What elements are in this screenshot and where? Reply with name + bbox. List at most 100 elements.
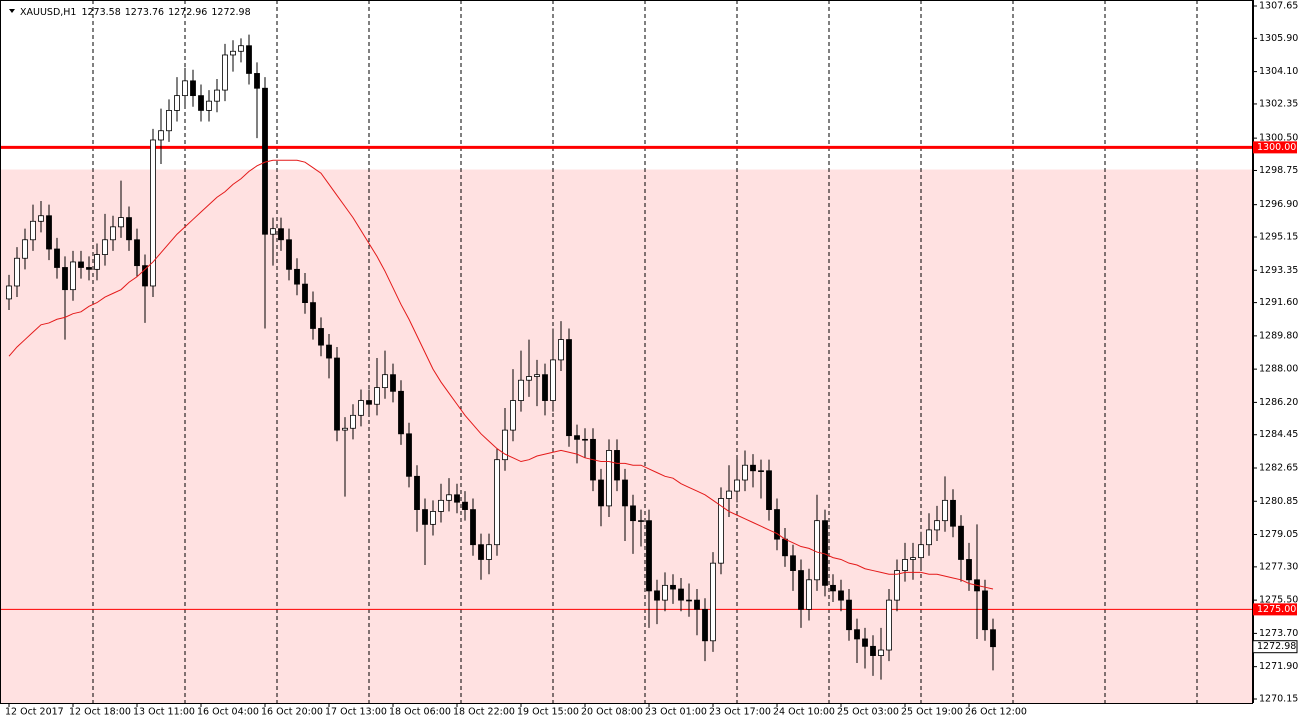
candle-body bbox=[126, 217, 132, 241]
candle-body bbox=[782, 538, 788, 557]
candle-body bbox=[670, 584, 676, 590]
candle-body bbox=[94, 254, 100, 270]
candle-body bbox=[198, 95, 204, 111]
candle-body bbox=[294, 268, 300, 285]
candle-body bbox=[358, 400, 364, 416]
candle-body bbox=[526, 376, 532, 381]
candle-body bbox=[806, 579, 812, 610]
candle-body bbox=[430, 511, 436, 525]
candle-body bbox=[342, 427, 348, 431]
candle-body bbox=[206, 100, 212, 111]
y-tick-label: 1300.50 bbox=[1259, 133, 1298, 144]
candle-body bbox=[862, 638, 868, 647]
candle-body bbox=[918, 544, 924, 559]
candle-body bbox=[678, 588, 684, 601]
candle-body bbox=[262, 87, 268, 235]
candle-body bbox=[654, 590, 660, 601]
candle-body bbox=[190, 80, 196, 97]
candle-body bbox=[238, 45, 244, 52]
candle-body bbox=[910, 557, 916, 560]
candle-body bbox=[686, 599, 692, 602]
x-tick-label: 20 Oct 08:00 bbox=[581, 707, 643, 718]
candle-body bbox=[6, 285, 12, 300]
separator-layer bbox=[92, 0, 1198, 703]
candle-body bbox=[86, 267, 92, 270]
y-tick-label: 1296.90 bbox=[1259, 199, 1298, 210]
candle-body bbox=[926, 529, 932, 546]
level-label-box bbox=[1253, 603, 1297, 616]
candle-body bbox=[478, 544, 484, 560]
candle-body bbox=[102, 239, 108, 255]
candle-body bbox=[710, 562, 716, 642]
candle-body bbox=[846, 599, 852, 631]
zone bbox=[1, 169, 1253, 704]
candle-body bbox=[662, 584, 668, 601]
candle-body bbox=[558, 339, 564, 361]
y-tick-label: 1298.75 bbox=[1259, 165, 1298, 176]
last-price-box bbox=[1252, 640, 1298, 654]
candle-body bbox=[334, 357, 340, 431]
y-tick-label: 1286.20 bbox=[1259, 397, 1298, 408]
y-tick-label: 1289.80 bbox=[1259, 330, 1298, 341]
x-tick-label: 13 Oct 11:00 bbox=[133, 707, 195, 718]
menu-arrow[interactable] bbox=[9, 9, 15, 13]
y-tick-label: 1280.85 bbox=[1259, 496, 1298, 507]
candle-body bbox=[462, 501, 468, 510]
candle-body bbox=[502, 429, 508, 461]
zone-layer bbox=[1, 169, 1253, 704]
x-tick-label: 18 Oct 22:00 bbox=[453, 707, 515, 718]
candle-body bbox=[622, 479, 628, 507]
candle-body bbox=[382, 374, 388, 389]
candle-body bbox=[486, 544, 492, 560]
candle-body bbox=[638, 520, 644, 522]
candle-body bbox=[134, 239, 140, 267]
x-tick-label: 23 Oct 17:00 bbox=[709, 707, 771, 718]
last-price-label: 1272.98 bbox=[1257, 641, 1296, 652]
moving-average bbox=[8, 159, 994, 590]
candle-body bbox=[230, 50, 236, 56]
x-tick-label: 23 Oct 01:00 bbox=[645, 707, 707, 718]
level-label: 1300.00 bbox=[1257, 142, 1296, 153]
candle-body bbox=[390, 374, 396, 392]
candle-body bbox=[366, 400, 372, 405]
candle-body bbox=[302, 283, 308, 304]
y-tick-label: 1291.60 bbox=[1259, 297, 1298, 308]
candle-body bbox=[694, 599, 700, 610]
candle-body bbox=[990, 629, 996, 648]
y-tick-label: 1293.35 bbox=[1259, 265, 1298, 276]
level-label: 1275.00 bbox=[1257, 604, 1296, 615]
candle-body bbox=[550, 359, 556, 401]
y-tick-label: 1284.45 bbox=[1259, 429, 1298, 440]
candle-body bbox=[886, 599, 892, 651]
plot-frame bbox=[0, 0, 1253, 704]
candle-body bbox=[702, 608, 708, 642]
x-tick-label: 12 Oct 18:00 bbox=[69, 707, 131, 718]
candle-body bbox=[758, 470, 764, 472]
x-tick-label: 26 Oct 12:00 bbox=[965, 707, 1027, 718]
candle-body bbox=[470, 509, 476, 546]
x-tick-label: 18 Oct 06:00 bbox=[389, 707, 451, 718]
candle-body bbox=[726, 490, 732, 499]
candle-body bbox=[110, 226, 116, 241]
x-tick-label: 12 Oct 2017 bbox=[5, 707, 64, 718]
candle-body bbox=[950, 499, 956, 527]
candle-body bbox=[38, 215, 44, 222]
candle-body bbox=[902, 559, 908, 571]
candle-body bbox=[454, 494, 460, 503]
candle-body bbox=[646, 520, 652, 592]
y-tick-label: 1282.65 bbox=[1259, 463, 1298, 474]
candle-body bbox=[614, 450, 620, 481]
candle-body bbox=[534, 374, 540, 377]
ohlc-open: 1273.58 bbox=[81, 7, 120, 18]
candle-body bbox=[158, 130, 164, 141]
candle-body bbox=[510, 400, 516, 431]
candle-body bbox=[790, 555, 796, 571]
candle-body bbox=[838, 590, 844, 601]
plot-layer bbox=[1, 34, 1253, 680]
candle-body bbox=[830, 584, 836, 592]
x-tick-label: 16 Oct 04:00 bbox=[197, 707, 259, 718]
candle-body bbox=[566, 339, 572, 437]
y-tick-label: 1305.90 bbox=[1259, 33, 1298, 44]
candle-body bbox=[182, 80, 188, 97]
